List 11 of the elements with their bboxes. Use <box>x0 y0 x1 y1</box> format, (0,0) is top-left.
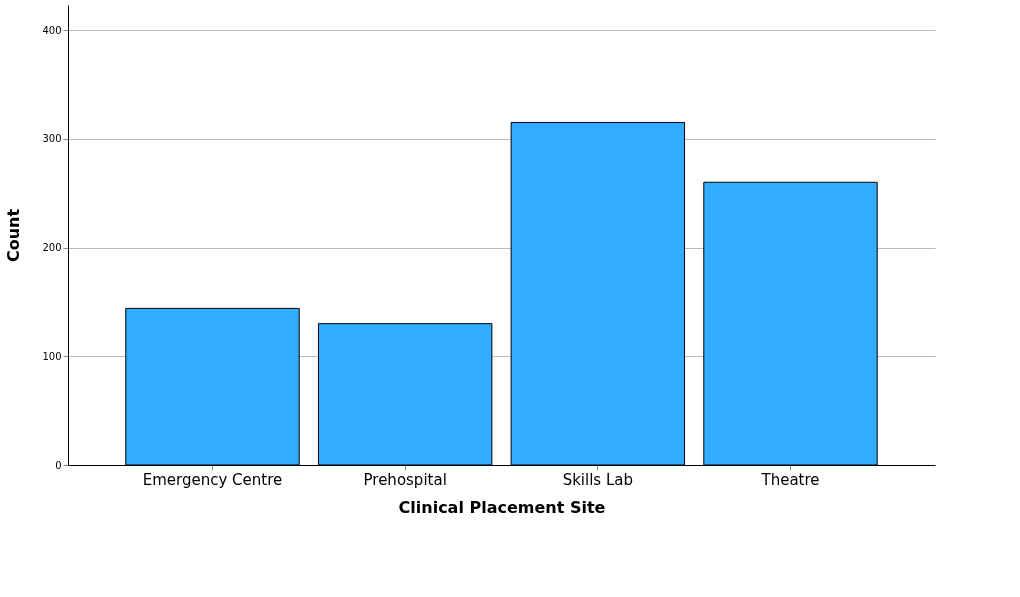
y-tick-label: 0 <box>55 459 62 471</box>
y-tick-label: 200 <box>42 242 62 254</box>
y-axis-title: Count <box>4 208 24 263</box>
y-tick-label: 100 <box>42 350 62 362</box>
x-tick-label: Skills Lab <box>562 470 634 489</box>
x-tick-label: Prehospital <box>363 470 447 489</box>
y-tick-label: 400 <box>42 24 62 36</box>
x-tick-label: Emergency Centre <box>142 470 283 489</box>
x-tick-label: Theatre <box>760 470 820 489</box>
x-axis-title: Clinical Placement Site <box>398 497 606 517</box>
y-tick-label: 300 <box>42 133 62 145</box>
